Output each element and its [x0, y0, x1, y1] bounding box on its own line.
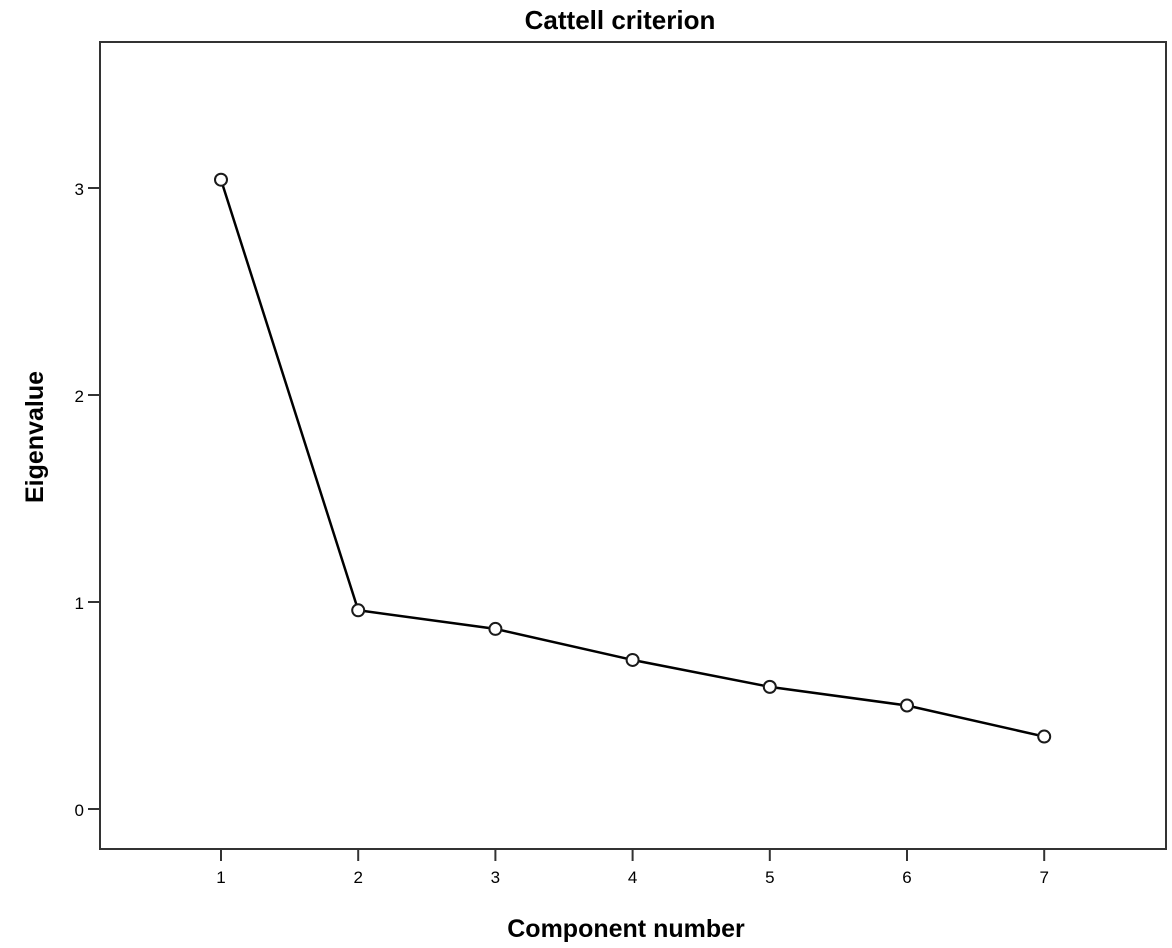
- x-tick-label: 5: [765, 868, 774, 887]
- x-tick-label: 7: [1039, 868, 1048, 887]
- data-point-marker: [625, 652, 640, 667]
- y-tick-label: 0: [75, 801, 84, 820]
- x-axis: 1 2 3 4 5 6 7: [216, 849, 1049, 887]
- x-tick-label: 2: [353, 868, 362, 887]
- x-tick-label: 6: [902, 868, 911, 887]
- data-point-marker: [488, 621, 503, 636]
- y-tick-label: 2: [75, 387, 84, 406]
- x-tick-label: 3: [491, 868, 500, 887]
- y-tick-label: 3: [75, 180, 84, 199]
- x-axis-label: Component number: [507, 915, 745, 943]
- data-point-marker: [762, 679, 777, 694]
- y-axis-label: Eigenvalue: [21, 371, 49, 503]
- y-axis: 0 1 2 3: [75, 180, 100, 820]
- data-point-marker: [900, 698, 914, 713]
- y-tick-label: 1: [75, 594, 84, 613]
- x-tick-label: 4: [628, 868, 637, 887]
- chart-title: Cattell criterion: [525, 5, 716, 35]
- data-point-marker: [351, 603, 366, 618]
- data-point-marker: [1037, 729, 1052, 744]
- plot-area: [99, 41, 1167, 850]
- data-point-marker: [214, 172, 228, 187]
- x-tick-label: 1: [216, 868, 225, 887]
- data-points: [214, 172, 1052, 744]
